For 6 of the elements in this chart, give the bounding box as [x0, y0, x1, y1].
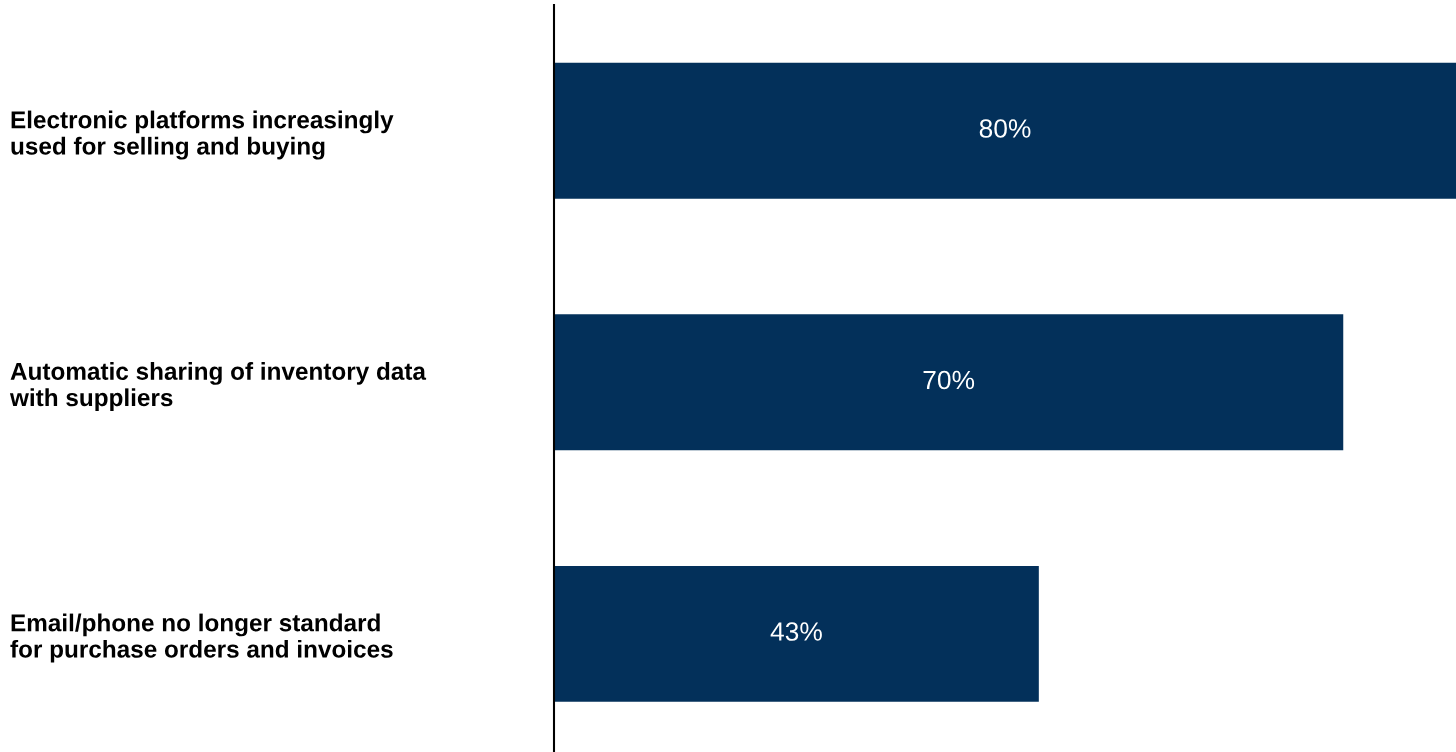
- data-label: 70%: [923, 370, 975, 390]
- y-tick-label: Electronic platforms increasingly used for selling and buying: [11, 110, 394, 160]
- data-label: 43%: [770, 622, 822, 641]
- data-label: 80%: [979, 119, 1031, 138]
- y-tick-label: Email/phone no longer standard for purchase orders and invoices: [10, 613, 393, 663]
- y-tick-label: Automatic sharing of inventory data with suppliers: [9, 362, 427, 412]
